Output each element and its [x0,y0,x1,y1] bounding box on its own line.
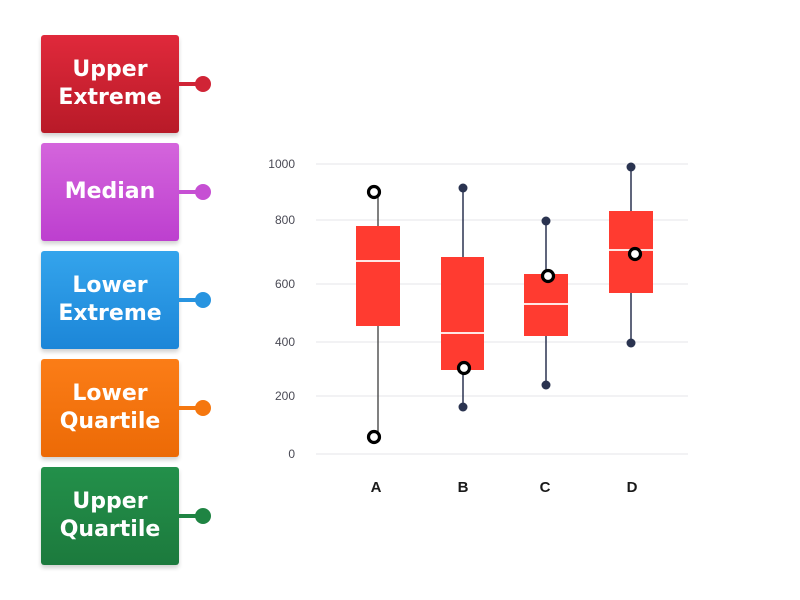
extreme-dot-icon [458,183,468,193]
y-tick-label: 0 [288,447,295,461]
label-text: Upper Quartile [59,489,161,542]
connector-line [179,406,199,410]
x-category-label: B [458,479,469,496]
connector-line [179,190,199,194]
extreme-dot-icon [541,380,551,390]
label-text: Upper Extreme [58,57,162,110]
y-tick-label: 600 [275,277,295,291]
label-text: Lower Extreme [58,273,162,326]
drop-target-ring-icon[interactable] [366,184,382,200]
extreme-dot-icon [626,338,636,348]
drop-target-ring-icon[interactable] [627,246,643,262]
x-category-label: D [627,479,638,496]
connector-dot-icon[interactable] [195,508,211,524]
extreme-dot-icon [541,216,551,226]
y-tick-label: 200 [275,389,295,403]
label-tile-lower-quartile[interactable]: Lower Quartile [41,359,179,457]
label-text: Median [64,179,156,204]
extreme-dot-icon [458,402,468,412]
connector-dot-icon[interactable] [195,400,211,416]
box-B [441,257,484,370]
connector-dot-icon[interactable] [195,184,211,200]
label-tile-median[interactable]: Median [41,143,179,241]
drop-target-ring-icon[interactable] [366,429,382,445]
connector-dot-icon[interactable] [195,292,211,308]
drop-target-ring-icon[interactable] [456,360,472,376]
connector-line [179,514,199,518]
label-text: Lower Quartile [59,381,161,434]
box-A [356,226,400,326]
label-tile-lower-extreme[interactable]: Lower Extreme [41,251,179,349]
connector-dot-icon[interactable] [195,76,211,92]
drop-target-ring-icon[interactable] [540,268,556,284]
y-tick-label: 800 [275,213,295,227]
label-tile-upper-quartile[interactable]: Upper Quartile [41,467,179,565]
connector-line [179,82,199,86]
connector-line [179,298,199,302]
extreme-dot-icon [626,162,636,172]
y-tick-label: 1000 [268,157,295,171]
label-tile-upper-extreme[interactable]: Upper Extreme [41,35,179,133]
x-category-label: C [540,479,551,496]
y-tick-label: 400 [275,335,295,349]
x-category-label: A [371,479,382,496]
